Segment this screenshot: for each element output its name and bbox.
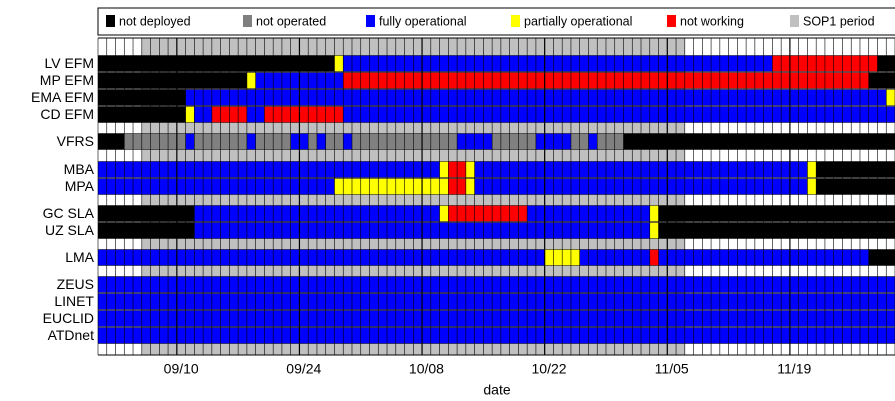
status-segment bbox=[649, 222, 659, 239]
legend-swatch bbox=[511, 15, 520, 27]
status-segment bbox=[343, 133, 352, 150]
row-label: ATDnet bbox=[48, 327, 95, 343]
x-tick-label: 09/24 bbox=[286, 361, 321, 377]
status-segment bbox=[316, 133, 326, 150]
status-segment bbox=[98, 276, 895, 293]
status-segment bbox=[439, 161, 449, 178]
legend-label: partially operational bbox=[524, 14, 632, 28]
status-segment bbox=[623, 133, 895, 150]
status-segment bbox=[98, 310, 895, 327]
row-label: LMA bbox=[65, 249, 94, 265]
status-segment bbox=[98, 327, 895, 344]
status-segment bbox=[246, 72, 256, 89]
status-segment bbox=[185, 106, 195, 123]
legend-label: fully operational bbox=[379, 14, 467, 28]
status-segment bbox=[658, 222, 895, 239]
row-label: MPA bbox=[65, 178, 95, 194]
legend-label: SOP1 period bbox=[803, 14, 875, 28]
x-tick-label: 09/10 bbox=[164, 361, 199, 377]
status-segment bbox=[588, 133, 598, 150]
status-segment bbox=[807, 178, 817, 195]
row-label: GC SLA bbox=[43, 205, 95, 221]
status-segment bbox=[465, 161, 475, 178]
status-segment bbox=[98, 222, 195, 239]
status-segment bbox=[649, 205, 659, 222]
status-segment bbox=[868, 249, 895, 266]
status-segment bbox=[448, 205, 528, 222]
row-label: UZ SLA bbox=[45, 222, 95, 238]
legend-label: not working bbox=[680, 14, 744, 28]
legend-label: not operated bbox=[256, 14, 326, 28]
status-segment bbox=[816, 178, 895, 195]
legend-box bbox=[97, 7, 895, 36]
x-tick-label: 10/08 bbox=[409, 361, 444, 377]
status-segment bbox=[185, 133, 195, 150]
status-segment bbox=[98, 178, 335, 195]
status-segment bbox=[98, 249, 545, 266]
legend-swatch bbox=[106, 15, 115, 27]
status-segment bbox=[98, 293, 895, 310]
status-segment bbox=[98, 72, 247, 89]
row-label: ZEUS bbox=[57, 276, 94, 292]
x-tick-label: 11/05 bbox=[655, 361, 689, 377]
status-segment bbox=[886, 89, 895, 106]
row-label: LINET bbox=[54, 293, 94, 309]
status-segment bbox=[649, 249, 659, 266]
status-segment bbox=[334, 178, 449, 195]
status-segment bbox=[868, 72, 895, 89]
status-segment bbox=[658, 205, 895, 222]
legend-swatch bbox=[366, 15, 375, 27]
x-axis-label: date bbox=[483, 382, 510, 398]
legend-swatch bbox=[243, 15, 252, 27]
status-segment bbox=[98, 205, 195, 222]
row-label: EMA EFM bbox=[31, 89, 94, 105]
row-label: MP EFM bbox=[40, 72, 94, 88]
status-segment bbox=[439, 205, 449, 222]
legend-swatch bbox=[667, 15, 676, 27]
status-segment bbox=[308, 133, 317, 150]
row-label: LV EFM bbox=[44, 55, 94, 71]
status-segment bbox=[124, 133, 186, 150]
status-segment bbox=[98, 55, 335, 72]
status-segment bbox=[816, 161, 895, 178]
row-label: VFRS bbox=[57, 133, 94, 149]
legend-swatch bbox=[790, 15, 799, 27]
status-segment bbox=[343, 55, 773, 72]
status-segment bbox=[264, 106, 344, 123]
status-segment bbox=[492, 133, 536, 150]
x-tick-label: 10/22 bbox=[532, 361, 567, 377]
status-segment bbox=[597, 133, 624, 150]
status-segment bbox=[343, 106, 895, 123]
status-segment bbox=[98, 133, 125, 150]
legend-label: not deployed bbox=[119, 14, 191, 28]
row-label: EUCLID bbox=[43, 310, 94, 326]
status-segment bbox=[98, 161, 440, 178]
status-segment bbox=[334, 55, 344, 72]
row-label: MBA bbox=[64, 161, 95, 177]
status-segment bbox=[246, 133, 256, 150]
status-segment bbox=[465, 178, 475, 195]
x-tick-label: 11/19 bbox=[777, 361, 811, 377]
status-segment bbox=[807, 161, 817, 178]
row-label: CD EFM bbox=[40, 106, 94, 122]
